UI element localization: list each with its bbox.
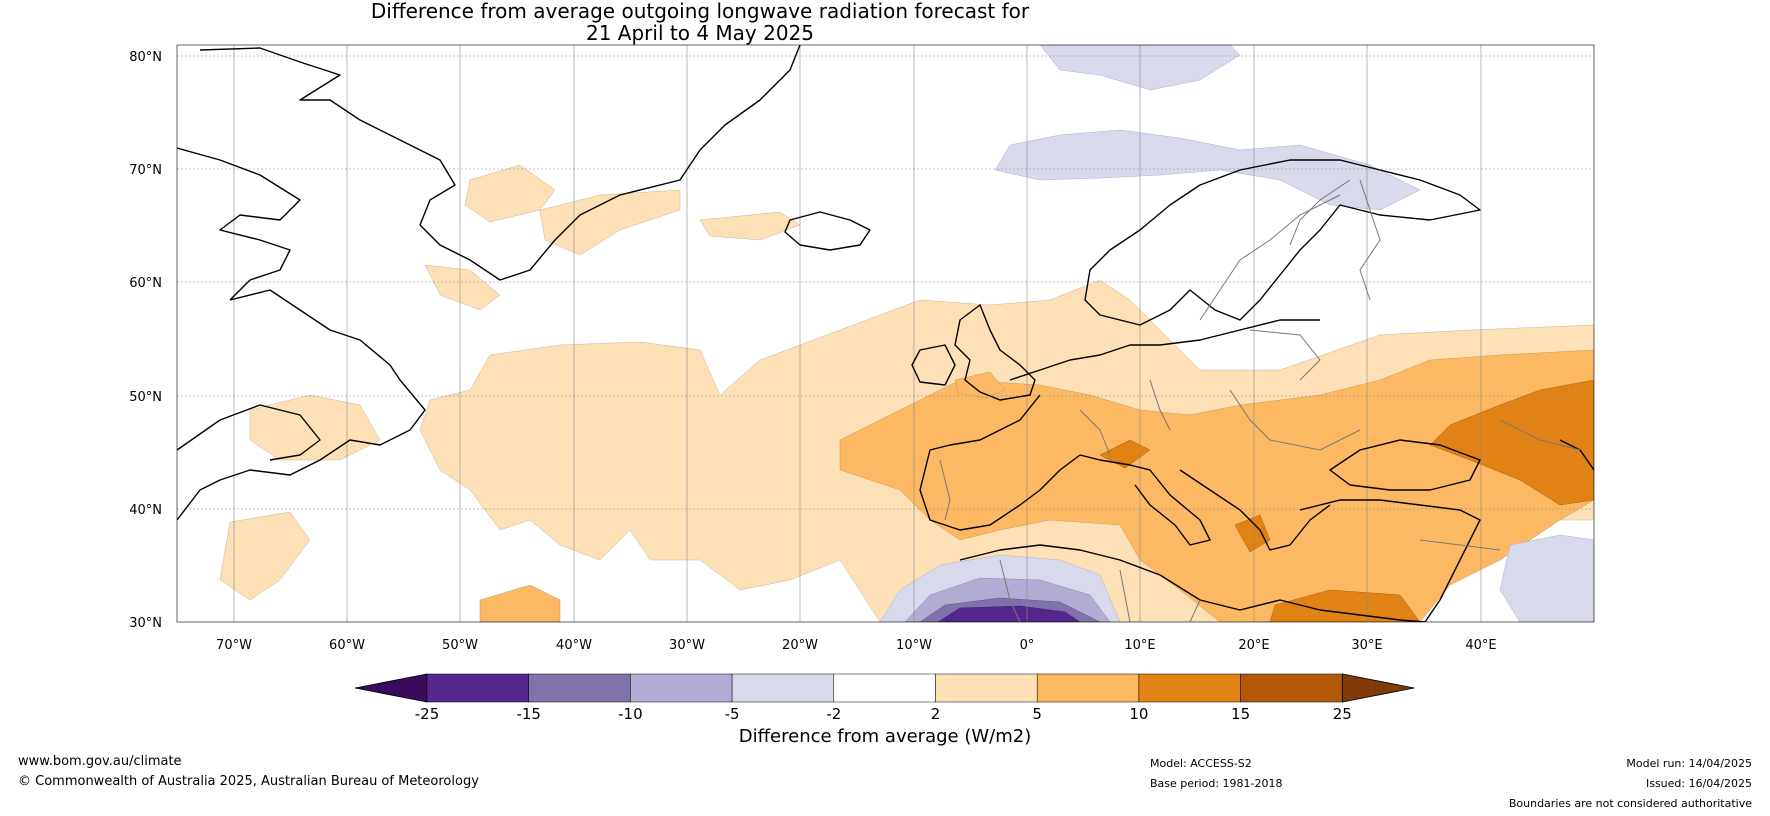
border-north-africa xyxy=(999,559,1201,622)
grid-lines xyxy=(177,45,1594,622)
map-frame xyxy=(176,44,1595,623)
footer-website: www.bom.gov.au/climate xyxy=(18,754,182,769)
anomaly-region-europe-med-positive xyxy=(839,349,1594,622)
colorbar-tick-label: -10 xyxy=(618,705,643,723)
colorbar-segment xyxy=(833,673,936,703)
border-france-germany xyxy=(1079,409,1111,456)
anomaly-region-mid-atlantic-positive xyxy=(479,584,561,622)
colorbar-tick-label: -15 xyxy=(516,705,541,723)
coastline-balkans-greece xyxy=(1179,469,1331,551)
anomaly-region-sahara-extreme-negative xyxy=(937,605,1081,622)
colorbar-tick-label: 2 xyxy=(931,705,941,723)
colorbar-tick-label: -2 xyxy=(826,705,841,723)
coastline-britain xyxy=(954,304,1036,401)
footer-base-period: Base period: 1981-2018 xyxy=(1150,777,1283,790)
lat-label-40n: 40°N xyxy=(129,503,162,518)
colorbar: -25 -15 -10 -5 -2 2 5 10 15 25 xyxy=(354,673,1415,723)
lon-label-60w: 60°W xyxy=(329,638,365,653)
lat-label-60n: 60°N xyxy=(129,276,162,291)
coastline-baffin xyxy=(177,147,301,301)
border-spain-portugal xyxy=(939,459,951,521)
anomaly-region-alps-positive xyxy=(1099,439,1151,469)
border-russia-kazakhstan xyxy=(1499,419,1581,451)
lon-label-40w: 40°W xyxy=(556,638,592,653)
coastline-turkey-levant xyxy=(1299,499,1481,622)
title-line-1: Difference from average outgoing longwav… xyxy=(370,0,1030,23)
anomaly-region-davis-positive xyxy=(424,264,501,311)
border-germany-poland xyxy=(1149,379,1171,431)
colorbar-segment xyxy=(528,673,631,703)
anomaly-region-greenland-east-positive xyxy=(539,189,681,256)
border-norway-sweden xyxy=(1199,194,1341,321)
coastline-ireland xyxy=(911,344,956,386)
lat-label-30n: 30°N xyxy=(129,616,162,631)
coastline-black-sea xyxy=(1329,439,1481,491)
footer-disclaimer: Boundaries are not considered authoritat… xyxy=(1508,797,1752,810)
coastline-greenland xyxy=(199,45,801,281)
anomaly-region-caspian-negative xyxy=(1499,534,1594,622)
border-turkey-syria xyxy=(1419,539,1501,551)
footer-model-run: Model run: 14/04/2025 xyxy=(1626,757,1752,770)
colorbar-segment xyxy=(731,673,835,703)
latitude-labels: 80°N 70°N 60°N 50°N 40°N 30°N xyxy=(129,50,162,631)
anomaly-region-arctic-negative xyxy=(994,129,1421,211)
coastline-italy xyxy=(1129,464,1211,546)
colorbar-tick-label: 10 xyxy=(1129,705,1148,723)
lat-label-50n: 50°N xyxy=(129,390,162,405)
border-poland-ukraine xyxy=(1229,389,1361,451)
lon-label-10w: 10°W xyxy=(896,638,932,653)
colorbar-tick-label: 5 xyxy=(1032,705,1042,723)
colorbar-segment xyxy=(630,673,733,703)
footer-copyright: © Commonwealth of Australia 2025, Austra… xyxy=(18,774,479,789)
colorbar-segment xyxy=(935,673,1038,703)
border-sweden-finland xyxy=(1289,179,1351,246)
colorbar-segment xyxy=(1138,673,1241,703)
lon-label-20e: 20°E xyxy=(1238,638,1269,653)
border-baltics xyxy=(1249,329,1321,381)
title-line-2: 21 April to 4 May 2025 xyxy=(586,21,814,45)
border-finland-russia xyxy=(1359,179,1381,301)
coastline-gulf-st-lawrence xyxy=(177,404,321,461)
coastline-europe-west xyxy=(1009,319,1320,381)
footer-model: Model: ACCESS-S2 xyxy=(1150,757,1252,770)
lat-label-70n: 70°N xyxy=(129,163,162,178)
lon-label-70w: 70°W xyxy=(216,638,252,653)
colorbar-tick-label: -25 xyxy=(415,705,440,723)
colorbar-extend-high xyxy=(1341,673,1415,703)
colorbar-segment xyxy=(1240,673,1343,703)
colorbar-extend-low xyxy=(354,673,428,703)
lon-label-0: 0° xyxy=(1020,638,1035,653)
anomaly-region-greece-positive xyxy=(1234,514,1271,553)
anomaly-region-nile-positive xyxy=(1269,589,1421,622)
lon-label-40e: 40°E xyxy=(1465,638,1496,653)
anomaly-shading xyxy=(219,45,1594,622)
coastlines xyxy=(177,45,1594,622)
coastline-iceland xyxy=(784,211,871,251)
anomaly-region-russia-positive xyxy=(1429,379,1594,506)
anomaly-region-west-atlantic-positive xyxy=(219,511,311,601)
anomaly-region-iceland-positive xyxy=(699,211,801,241)
lon-label-20w: 20°W xyxy=(782,638,818,653)
coastline-scandinavia xyxy=(1084,159,1481,326)
lon-label-10e: 10°E xyxy=(1124,638,1155,653)
longitude-labels: 70°W 60°W 50°W 40°W 30°W 20°W 10°W 0° 10… xyxy=(216,638,1497,653)
coastline-labrador xyxy=(177,289,426,521)
anomaly-region-uk-positive xyxy=(954,371,1006,399)
lat-label-80n: 80°N xyxy=(129,50,162,65)
lon-label-30w: 30°W xyxy=(669,638,705,653)
country-borders xyxy=(939,179,1581,622)
colorbar-label: Difference from average (W/m2) xyxy=(738,726,1032,747)
map-border xyxy=(176,44,1595,623)
lon-label-50w: 50°W xyxy=(442,638,478,653)
coastline-iberia-france xyxy=(919,394,1131,531)
colorbar-segment xyxy=(1036,673,1140,703)
lon-label-30e: 30°E xyxy=(1351,638,1382,653)
colorbar-tick-label: 15 xyxy=(1231,705,1250,723)
map-title: Difference from average outgoing longwav… xyxy=(0,0,1400,44)
colorbar-tick-label: -5 xyxy=(725,705,740,723)
footer-issued: Issued: 16/04/2025 xyxy=(1645,777,1752,790)
colorbar-segment xyxy=(426,673,529,703)
colorbar-tick-label: 25 xyxy=(1333,705,1352,723)
